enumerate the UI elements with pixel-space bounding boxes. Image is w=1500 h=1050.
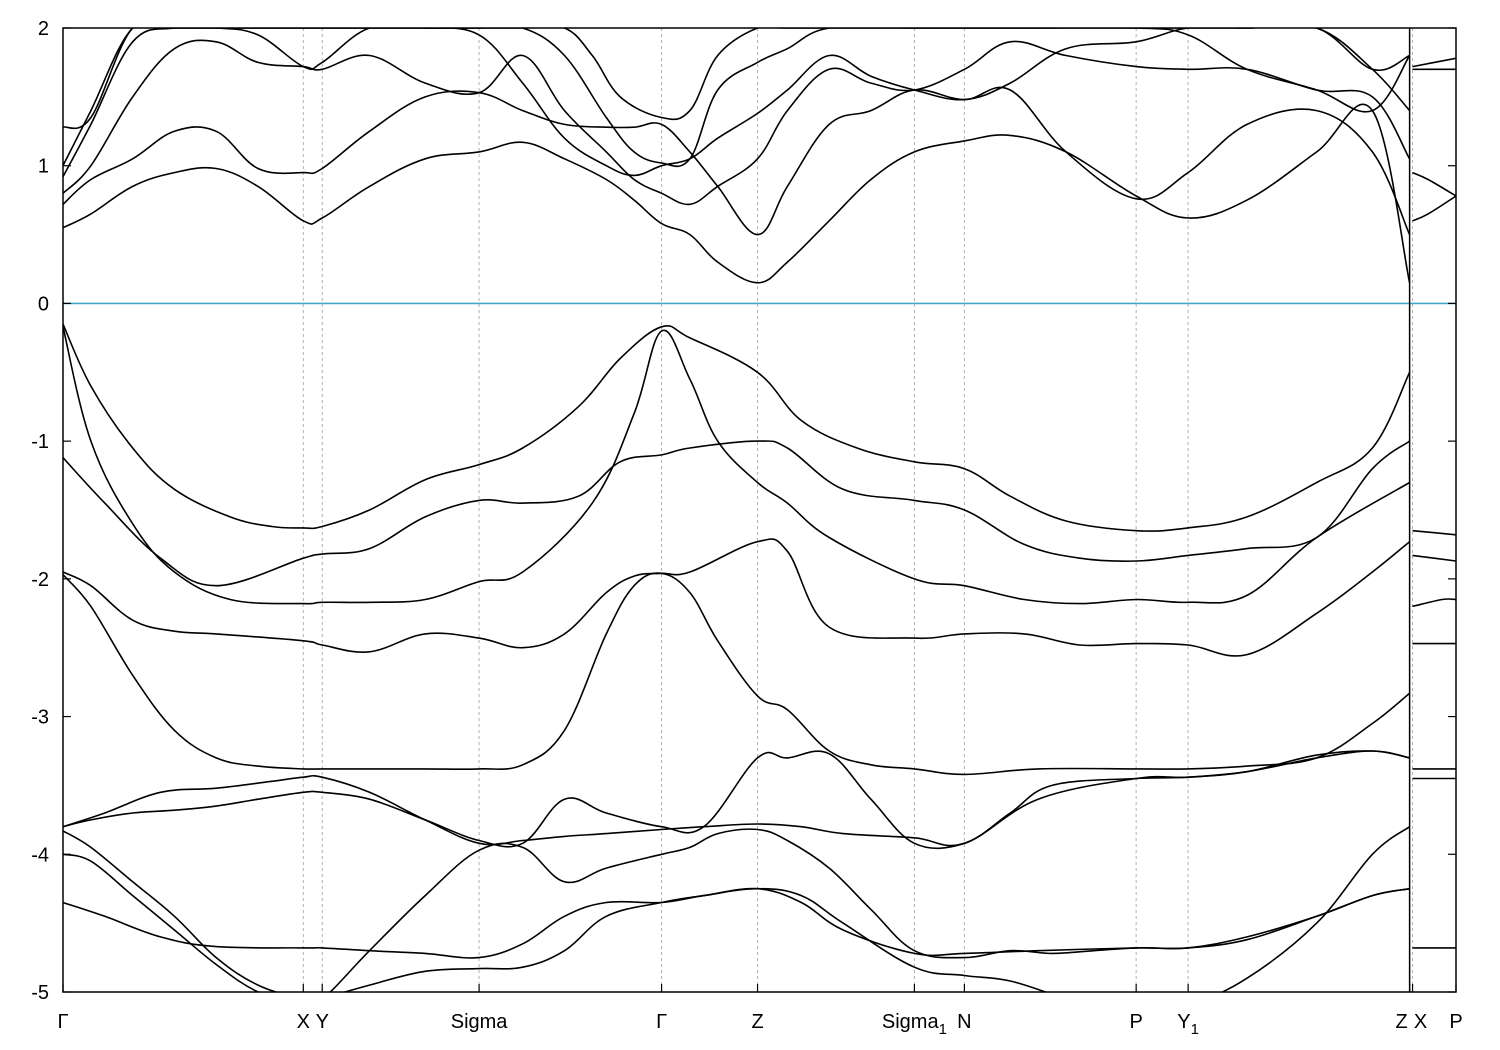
y-tick-label: 1 (38, 156, 49, 178)
x-tick-label: N (957, 1011, 971, 1033)
grid-lines (302, 28, 1414, 992)
band-line-2 (63, 326, 1411, 605)
band-line-8 (63, 828, 1410, 992)
y-tick-label: 2 (38, 18, 49, 40)
band-lines (63, 28, 1456, 992)
x-tick-label: Sigma (451, 1011, 509, 1033)
x-tick-label: X (1414, 1011, 1427, 1033)
y-tick-label: -5 (31, 982, 49, 1004)
plot-frame (62, 27, 1457, 993)
y-tick-label: -4 (31, 844, 49, 866)
x-tick-label: Y (316, 1011, 329, 1033)
x-tick-label: Γ (57, 1011, 68, 1033)
x-tick-label: P (1129, 1011, 1142, 1033)
x-tick-label: Sigma1 (882, 1011, 947, 1038)
y-tick-label: 0 (38, 293, 49, 315)
x-tick-label: Z (751, 1011, 763, 1033)
band-line-14 (63, 28, 1411, 178)
y-tick-label: -3 (31, 707, 49, 729)
band-line-1 (63, 323, 1411, 532)
x-tick-label: Γ (656, 1011, 667, 1033)
band-line-3 (63, 440, 1411, 587)
x-tick-labels: Γ X Y Sigma Γ Z Sigma1 N P Y1 Z X P (57, 1011, 1462, 1038)
y-tick-label: -1 (31, 431, 49, 453)
band-line-23 (1412, 598, 1456, 608)
x-tick-label: P (1449, 1011, 1462, 1033)
band-line-22 (1412, 554, 1456, 562)
band-line-18 (1412, 171, 1456, 197)
band-line-12 (63, 86, 1411, 236)
band-line-4 (63, 538, 1411, 657)
band-line-10 (63, 887, 1410, 959)
axes (62, 27, 1457, 993)
band-line-17 (1412, 195, 1456, 222)
band-line-16 (63, 28, 1410, 130)
band-line-9 (63, 826, 1411, 992)
x-tick-label: X (297, 1011, 310, 1033)
x-tick-label: Z (1396, 1011, 1408, 1033)
band-line-7 (63, 750, 1410, 850)
band-line-13 (63, 39, 1411, 206)
band-line-5 (63, 572, 1411, 776)
x-tick-label: Y1 (1177, 1011, 1199, 1038)
band-line-20 (1412, 57, 1456, 68)
band-line-15 (63, 28, 1411, 168)
y-tick-label: -2 (31, 569, 49, 591)
y-tick-labels: 2 1 0 -1 -2 -3 -4 -5 (31, 18, 49, 1004)
band-line-11 (63, 103, 1411, 284)
band-line-21 (1412, 529, 1456, 536)
